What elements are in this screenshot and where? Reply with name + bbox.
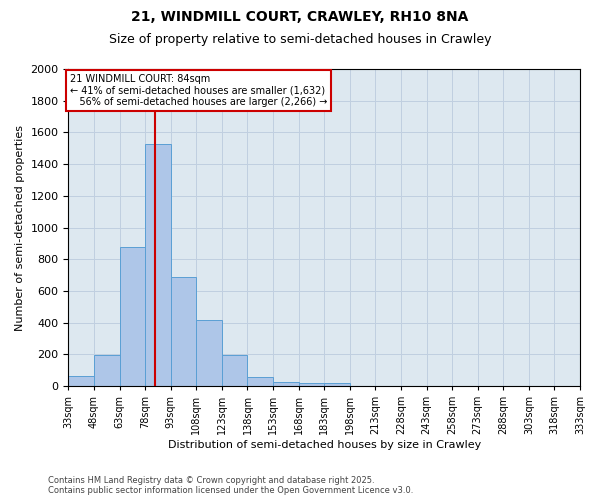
Bar <box>94 355 119 386</box>
Text: 21, WINDMILL COURT, CRAWLEY, RH10 8NA: 21, WINDMILL COURT, CRAWLEY, RH10 8NA <box>131 10 469 24</box>
Bar <box>324 383 350 386</box>
Bar <box>171 278 196 386</box>
X-axis label: Distribution of semi-detached houses by size in Crawley: Distribution of semi-detached houses by … <box>167 440 481 450</box>
Bar <box>68 376 94 386</box>
Text: Size of property relative to semi-detached houses in Crawley: Size of property relative to semi-detach… <box>109 32 491 46</box>
Bar <box>247 378 273 386</box>
Bar <box>145 144 171 386</box>
Bar <box>299 383 324 386</box>
Bar <box>273 382 299 386</box>
Bar <box>222 355 247 386</box>
Y-axis label: Number of semi-detached properties: Number of semi-detached properties <box>15 124 25 330</box>
Bar <box>119 248 145 386</box>
Text: 21 WINDMILL COURT: 84sqm
← 41% of semi-detached houses are smaller (1,632)
   56: 21 WINDMILL COURT: 84sqm ← 41% of semi-d… <box>70 74 328 107</box>
Text: Contains HM Land Registry data © Crown copyright and database right 2025.
Contai: Contains HM Land Registry data © Crown c… <box>48 476 413 495</box>
Bar <box>196 320 222 386</box>
